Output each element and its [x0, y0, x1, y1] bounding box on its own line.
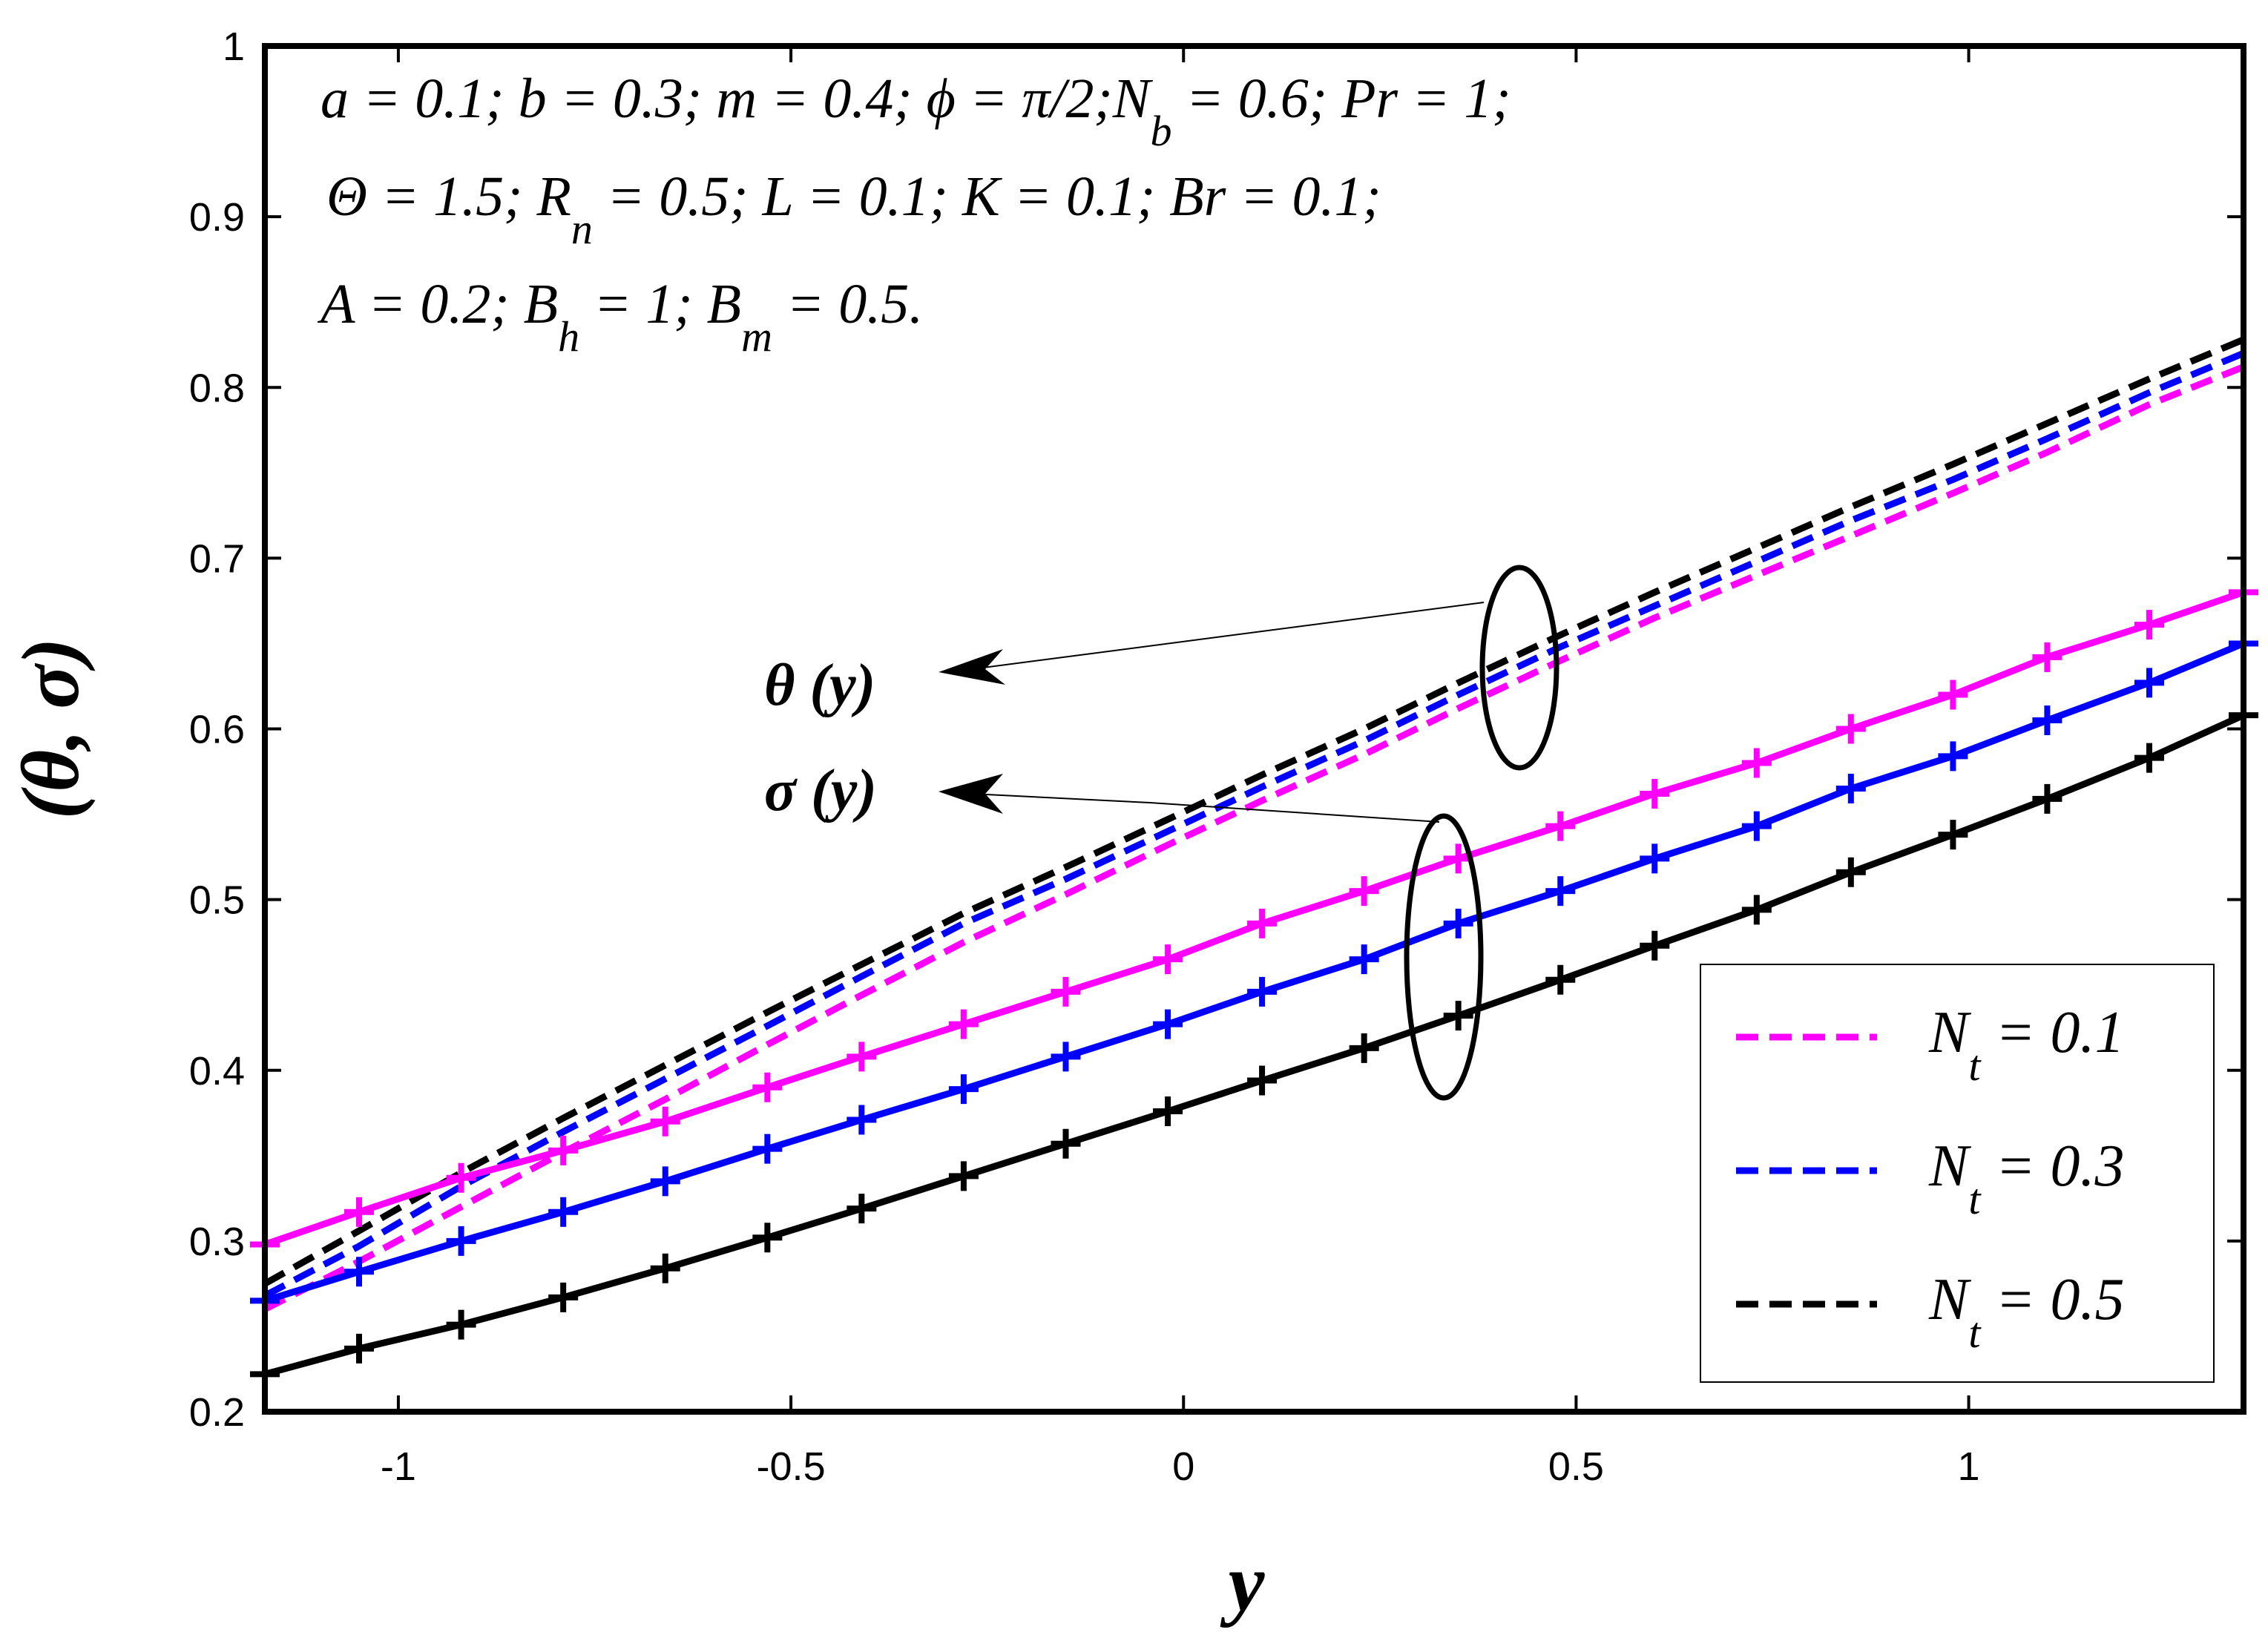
series-point-marker: [446, 1309, 476, 1340]
series-point-marker: [548, 1135, 579, 1165]
series-point-marker: [847, 1042, 877, 1072]
legend-label-2: Nt = 0.3: [1928, 1134, 2124, 1223]
series-point-marker: [1349, 1033, 1379, 1063]
x-tick-label: -1: [381, 1444, 416, 1489]
series-point-marker: [548, 1197, 579, 1227]
y-tick-label: 0.5: [189, 878, 245, 923]
params-line-3: A = 0.2; Bh = 1; Bm = 0.5.: [317, 273, 923, 361]
series-point-marker: [2134, 668, 2164, 698]
series-point-marker: [1741, 748, 1772, 778]
series-line-theta-1: [263, 350, 2245, 1299]
series-point-marker: [446, 1162, 476, 1193]
theta-arrow-line: [971, 602, 1485, 670]
series-point-marker: [650, 1106, 680, 1137]
series-point-marker: [1051, 1042, 1081, 1072]
sigma-arrow-line-2: [971, 793, 1151, 803]
series-point-marker: [847, 1105, 877, 1135]
theta-group-ellipse: [1479, 565, 1559, 771]
series-point-marker: [650, 1166, 680, 1197]
series-point-marker: [1545, 876, 1576, 907]
y-axis-label: (θ, σ): [5, 638, 96, 820]
series-point-marker: [948, 1161, 979, 1191]
x-tick-label: 0.5: [1548, 1444, 1604, 1489]
series-point-marker: [948, 1074, 979, 1105]
series-point-marker: [1545, 964, 1576, 995]
plot-frame: [262, 43, 2246, 1415]
legend: Nt = 0.1 Nt = 0.3 Nt = 0.5: [1700, 964, 2215, 1383]
x-tick-label: 0: [1172, 1444, 1194, 1489]
series-point-marker: [847, 1194, 877, 1224]
x-tick-label: -0.5: [757, 1444, 826, 1489]
y-tick-label: 0.2: [189, 1390, 245, 1435]
y-tick-label: 0.3: [189, 1220, 245, 1264]
series-point-marker: [1640, 930, 1670, 961]
parameter-block: a = 0.1; b = 0.3; m = 0.4; ϕ = π/2;Nb = …: [317, 68, 1511, 361]
params-line-1: a = 0.1; b = 0.3; m = 0.4; ϕ = π/2;Nb = …: [321, 68, 1511, 155]
series-point-marker: [752, 1134, 783, 1164]
series-point-marker: [2032, 705, 2062, 735]
sigma-arrow-line: [1149, 802, 1440, 823]
legend-label-3: Nt = 0.5: [1928, 1267, 2124, 1357]
series-point-marker: [2134, 610, 2164, 640]
theta-label: θ (y): [764, 653, 875, 718]
series-point-marker: [1443, 908, 1473, 938]
series-point-marker: [2032, 783, 2062, 814]
series-point-marker: [1741, 811, 1772, 841]
y-tick-label: 0.8: [189, 366, 245, 410]
series-point-marker: [1153, 944, 1183, 975]
series-point-marker: [1349, 876, 1379, 907]
series-point-marker: [1051, 1128, 1081, 1159]
series-point-marker: [344, 1333, 374, 1364]
series-point-marker: [1835, 857, 1866, 887]
series-point-marker: [1938, 820, 1968, 850]
series-point-marker: [1349, 944, 1379, 975]
y-tick-label: 0.9: [189, 195, 245, 240]
series-point-marker: [1640, 778, 1670, 809]
series-line-theta-0: [263, 364, 2245, 1312]
series-point-marker: [1545, 811, 1576, 841]
series-point-marker: [1247, 976, 1278, 1007]
series-point-marker: [1835, 714, 1866, 744]
series-point-marker: [948, 1009, 979, 1039]
series-point-marker: [1938, 680, 1968, 710]
series-point-marker: [752, 1072, 783, 1102]
series-point-marker: [1153, 1009, 1183, 1039]
series-point-marker: [752, 1223, 783, 1253]
series-point-marker: [446, 1226, 476, 1256]
series-point-marker: [2134, 743, 2164, 773]
y-tick-label: 0.6: [189, 708, 245, 752]
series-point-marker: [1443, 1001, 1473, 1031]
y-tick-label: 0.7: [189, 536, 245, 581]
sigma-group-ellipse: [1404, 813, 1484, 1101]
series-point-marker: [344, 1197, 374, 1227]
y-tick-label: 0.4: [189, 1049, 245, 1093]
series-point-marker: [1835, 774, 1866, 804]
x-tick-label: 1: [1958, 1444, 1980, 1489]
sigma-label: σ (y): [764, 758, 877, 823]
series-point-marker: [650, 1253, 680, 1283]
legend-label-1: Nt = 0.1: [1928, 1000, 2124, 1090]
annotations: θ (y) σ (y): [764, 565, 1559, 1101]
series-point-marker: [1640, 843, 1670, 874]
theta-arrow-head: [939, 649, 1005, 685]
sigma-arrow-head: [939, 774, 1003, 814]
series-point-marker: [548, 1282, 579, 1312]
series-point-marker: [1153, 1096, 1183, 1126]
series-point-marker: [1247, 1065, 1278, 1096]
series-point-marker: [1051, 976, 1081, 1007]
series-line-theta-2: [263, 336, 2245, 1287]
params-line-2: Θ = 1.5; Rn = 0.5; L = 0.1; K = 0.1; Br …: [326, 165, 1381, 253]
y-tick-label: 1: [223, 24, 245, 69]
series-layer: [250, 336, 2258, 1389]
series-point-marker: [344, 1257, 374, 1287]
series-point-marker: [2032, 642, 2062, 672]
series-point-marker: [1938, 741, 1968, 772]
series-point-marker: [1247, 908, 1278, 938]
series-point-marker: [1741, 895, 1772, 925]
